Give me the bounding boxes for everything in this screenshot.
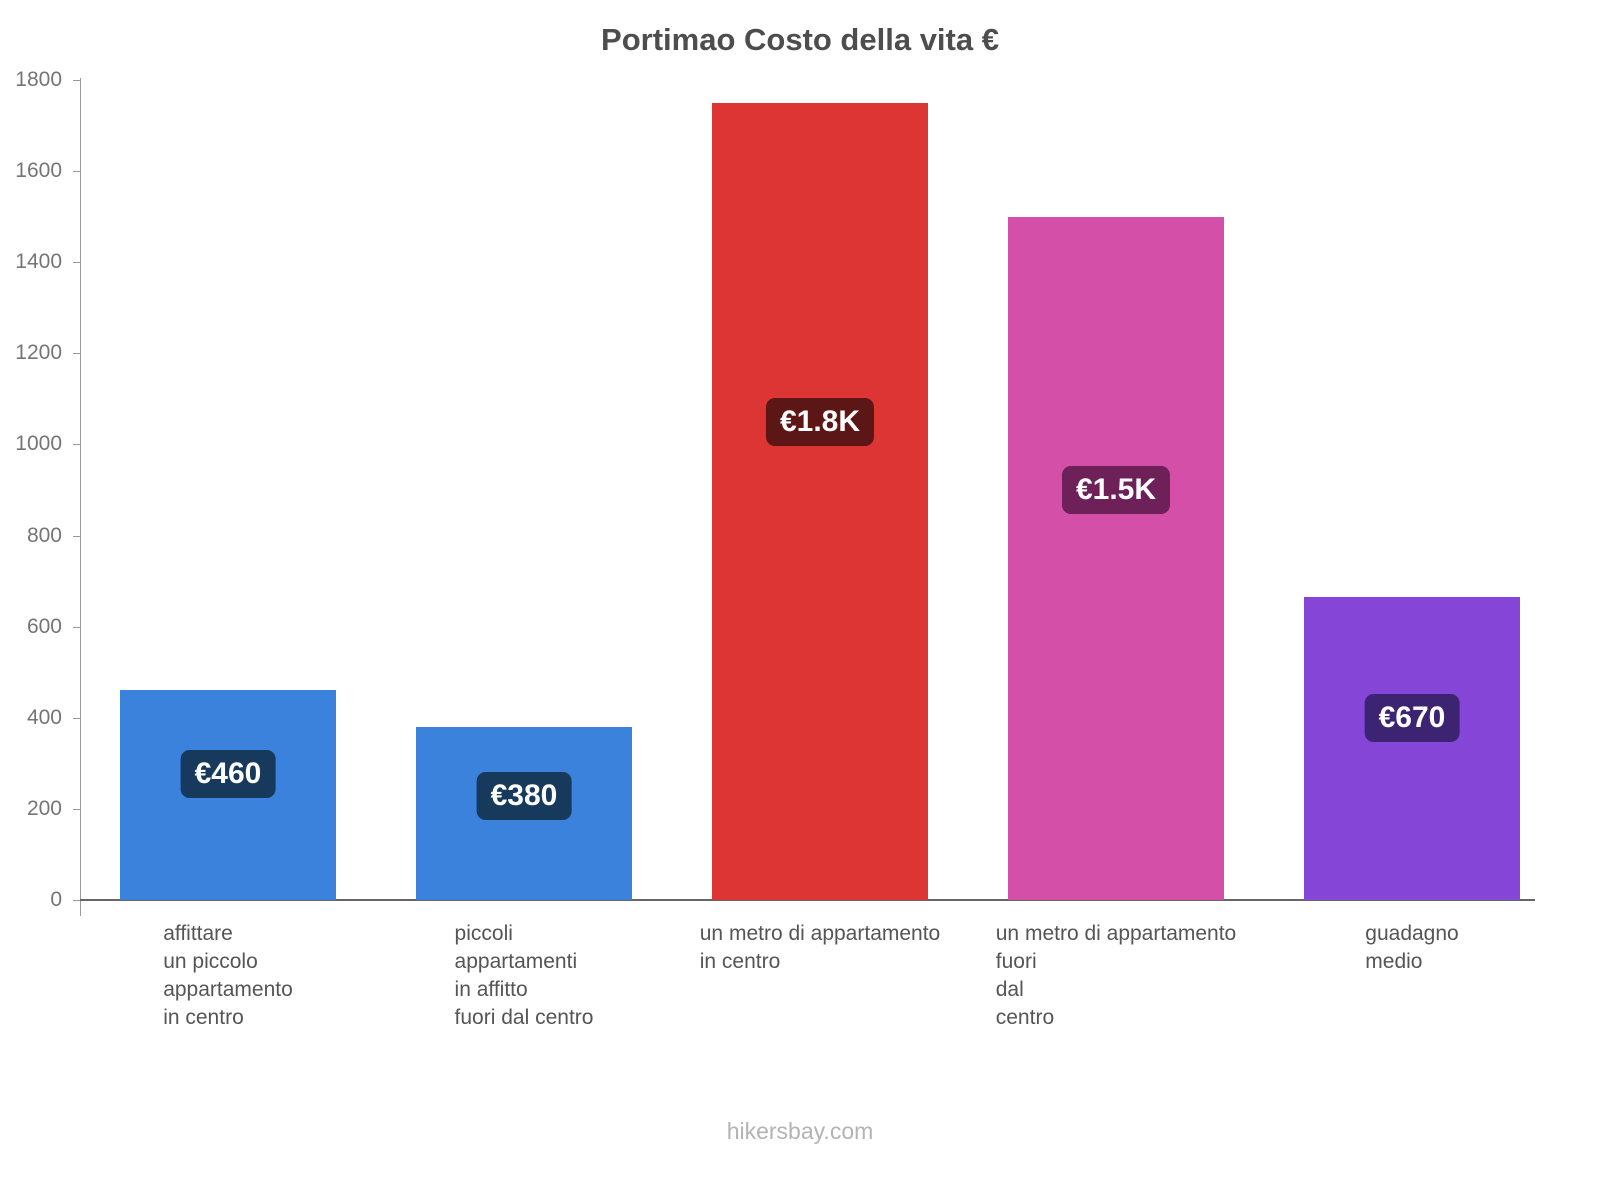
- y-axis-tick-mark: [73, 900, 80, 901]
- footer-text: hikersbay.com: [726, 1118, 874, 1144]
- y-axis-tick-label: 1600: [15, 159, 62, 183]
- y-axis-tick-mark: [73, 171, 80, 173]
- x-axis-category-label: guadagno medio: [1365, 922, 1459, 973]
- y-axis-tick-label: 400: [26, 705, 62, 729]
- bar-value-badge: €1.8K: [765, 397, 875, 446]
- bar-value-badge: €380: [476, 772, 572, 821]
- bar-4: [1008, 216, 1224, 900]
- x-axis-line: [80, 899, 1535, 901]
- bar-3: [712, 102, 928, 900]
- y-axis-tick-mark: [73, 626, 80, 628]
- y-axis-tick-label: 1400: [15, 250, 62, 274]
- y-axis-tick-label: 200: [26, 796, 62, 820]
- bar-5: [1304, 597, 1520, 900]
- x-axis-category-label: un metro di appartamento fuori dal centro: [995, 922, 1237, 1029]
- x-axis-category-label: piccoli appartamenti in affitto fuori dal c…: [454, 922, 594, 1029]
- bar-value-badge: €1.5K: [1061, 466, 1171, 514]
- y-axis-tick-label: 800: [26, 523, 62, 547]
- x-axis-category-label: un metro di appartamento in centro: [699, 922, 941, 973]
- bar-value-badge: €670: [1364, 694, 1460, 743]
- y-axis-tick-label: 1200: [15, 341, 62, 365]
- y-axis-tick-mark: [73, 262, 80, 264]
- y-axis-line: [80, 78, 81, 916]
- y-axis-tick-mark: [73, 444, 80, 446]
- page-title: Portimao Costo della vita €: [601, 22, 999, 57]
- plot-area: [80, 80, 1560, 900]
- y-axis-tick-label: 1000: [15, 432, 62, 456]
- bar-value-badge: €460: [180, 750, 276, 799]
- y-axis-tick-mark: [73, 808, 80, 810]
- y-axis-tick-mark: [73, 535, 80, 537]
- y-axis-tick-mark: [73, 717, 80, 719]
- y-axis-tick-label: 600: [26, 614, 62, 638]
- y-axis-tick-mark: [73, 80, 80, 81]
- x-axis-category-label: affittare un piccolo appartamento in centro: [163, 922, 293, 1029]
- y-axis-tick-mark: [73, 353, 80, 355]
- y-axis-tick-label: 0: [50, 888, 62, 911]
- y-axis-tick-label: 1800: [15, 68, 62, 91]
